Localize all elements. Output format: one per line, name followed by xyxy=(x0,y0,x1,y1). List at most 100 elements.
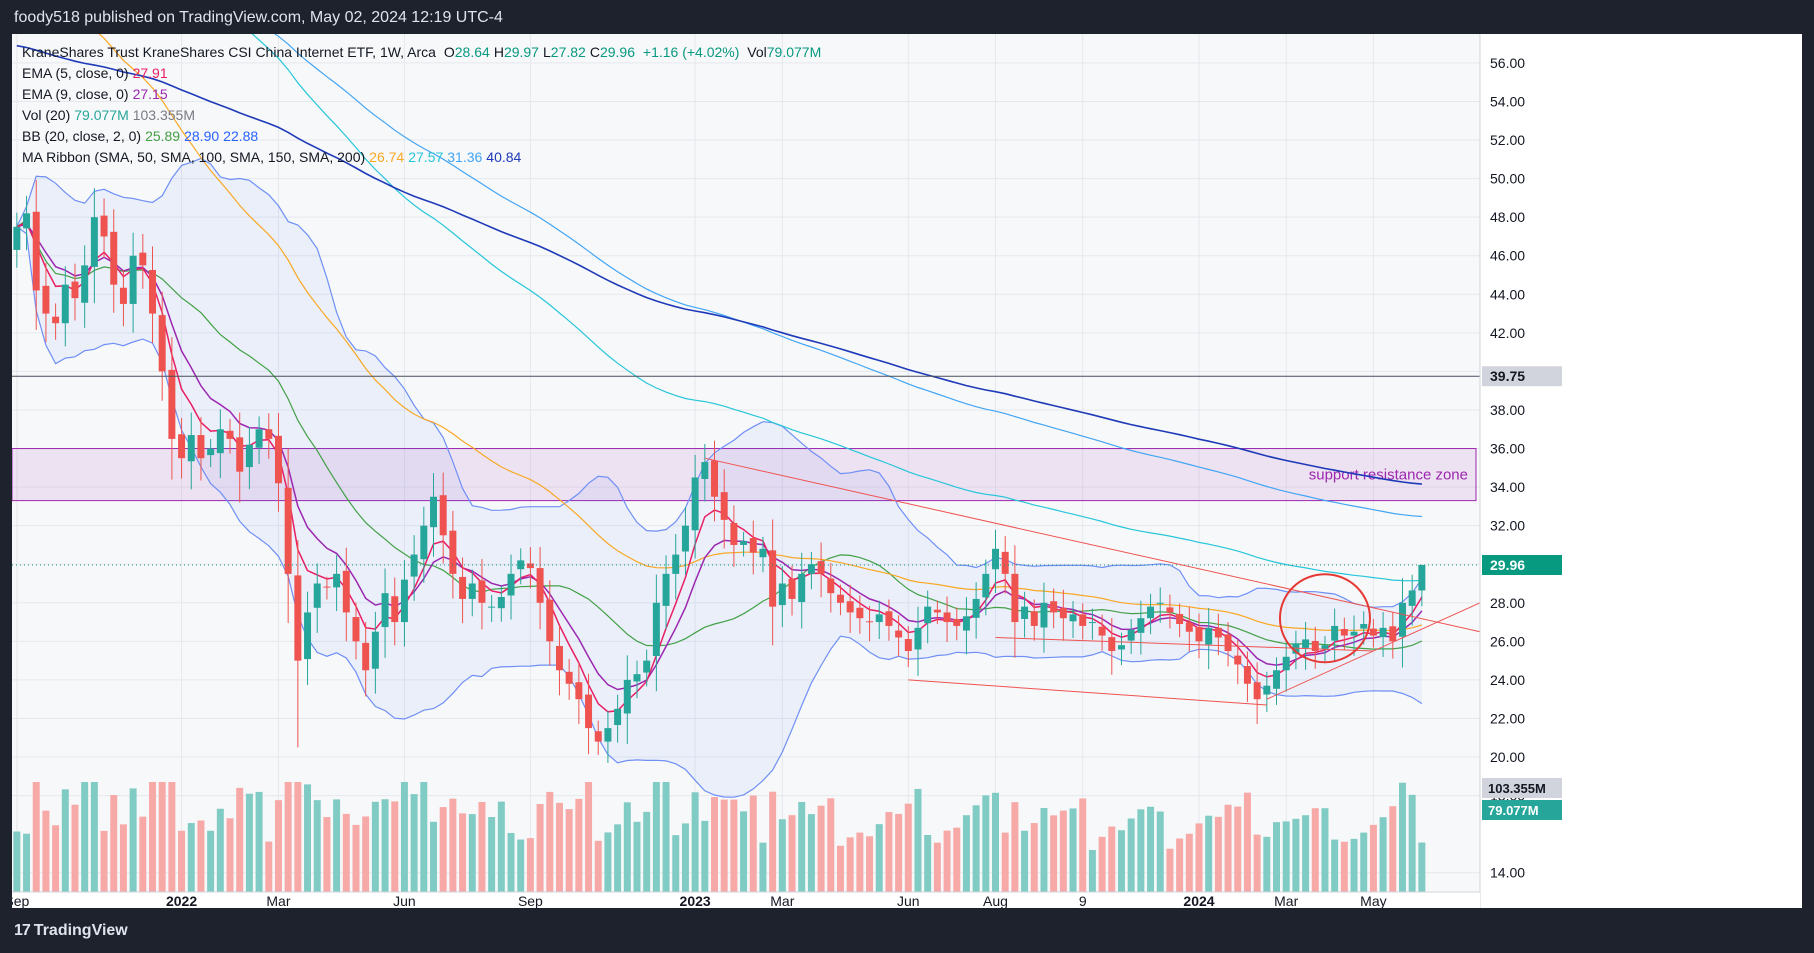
volume-bar xyxy=(720,799,728,892)
candle-body xyxy=(178,434,186,459)
legend-indicator-row[interactable]: MA Ribbon (SMA, 50, SMA, 100, SMA, 150, … xyxy=(22,147,821,168)
volume-bar xyxy=(672,835,680,892)
time-tick-label: Aug xyxy=(983,893,1008,908)
volume-bar xyxy=(1360,832,1368,892)
candle-body xyxy=(1224,634,1232,651)
volume-bar xyxy=(1059,810,1067,892)
candle-body xyxy=(52,316,60,324)
candle-body xyxy=(468,583,476,599)
volume-bar xyxy=(32,782,40,892)
volume-bar xyxy=(497,801,505,892)
candle-body xyxy=(119,287,127,304)
candle-body xyxy=(1127,629,1135,641)
candle-body xyxy=(614,708,622,726)
volume-ma-label-bg xyxy=(1482,778,1562,798)
grid xyxy=(12,34,1480,892)
legend-ohlc-value: 27.82 xyxy=(550,44,586,60)
candle-body xyxy=(652,602,660,657)
volume-bar xyxy=(614,824,622,892)
volume-bar xyxy=(342,813,350,892)
candle-body xyxy=(565,671,573,684)
legend-indicator-row[interactable]: EMA (9, close, 0) 27.15 xyxy=(22,84,821,105)
bollinger-band-fill xyxy=(16,158,1422,798)
candle-body xyxy=(1321,645,1329,650)
price-tick-label: 54.00 xyxy=(1490,93,1525,109)
tradingview-logo[interactable]: 17 TradingView xyxy=(14,922,128,940)
legend-indicator-row[interactable]: Vol (20) 79.077M 103.355M xyxy=(22,105,821,126)
publisher-header: foody518 published on TradingView.com, M… xyxy=(0,0,1814,34)
candle-body xyxy=(1263,685,1271,695)
candle-body xyxy=(507,573,515,596)
volume-bar xyxy=(924,834,932,892)
volume-bar xyxy=(410,794,418,892)
candle-body xyxy=(1069,614,1077,622)
candle-body xyxy=(1253,682,1261,700)
candle-body xyxy=(769,550,777,607)
volume-label-bg xyxy=(1482,800,1562,820)
volume-bar xyxy=(895,813,903,892)
volume-bar xyxy=(23,833,31,892)
candle-body xyxy=(1331,625,1339,641)
candle-body xyxy=(410,554,418,577)
candle-body xyxy=(1205,627,1213,645)
candle-body xyxy=(672,554,680,574)
candle-body xyxy=(914,627,922,650)
volume-bar xyxy=(42,810,50,892)
legend-indicator-row[interactable]: EMA (5, close, 0) 27.91 xyxy=(22,63,821,84)
legend-ohlc-key: H xyxy=(493,44,504,60)
candle-body xyxy=(1050,601,1058,613)
legend-title: KraneShares Trust KraneShares CSI China … xyxy=(22,44,436,60)
volume-bar xyxy=(61,789,69,892)
ma-50-line xyxy=(98,34,1423,632)
volume-bar xyxy=(652,782,660,892)
candle-body xyxy=(807,564,815,574)
candle-body xyxy=(594,731,602,742)
candle-body xyxy=(1243,666,1251,684)
volume-bar xyxy=(323,817,331,892)
candle-body xyxy=(749,538,757,553)
legend-indicator-value: 27.91 xyxy=(132,65,168,81)
chart-frame[interactable]: support resistance zone 14.0018.0020.002… xyxy=(12,34,1802,908)
candle-body xyxy=(323,586,331,588)
price-tick-label: 20.00 xyxy=(1490,749,1525,765)
volume-bar xyxy=(1243,792,1251,892)
price-tick-label: 42.00 xyxy=(1490,325,1525,341)
volume-bar xyxy=(371,801,379,892)
candle-body xyxy=(885,611,893,626)
candle-body xyxy=(439,495,447,536)
volume-bar xyxy=(71,804,79,892)
zone-rect xyxy=(12,448,1477,502)
volume-bar xyxy=(129,788,137,892)
volume-bar xyxy=(284,782,292,892)
volume-bar xyxy=(1350,838,1358,892)
volume-ma-label: 103.355M xyxy=(1488,781,1546,796)
legend-indicator-value: 103.355M xyxy=(132,107,196,123)
volume-bar xyxy=(1117,830,1125,892)
volume-bar xyxy=(1001,832,1009,892)
candle-body xyxy=(294,575,302,661)
candle-body xyxy=(265,429,273,439)
volume-bar xyxy=(304,784,312,892)
candle-body xyxy=(720,492,728,520)
candle-body xyxy=(1369,628,1377,636)
legend-change: +1.16 (+4.02%) xyxy=(642,44,740,60)
price-tick-label: 44.00 xyxy=(1490,286,1525,302)
plot-background xyxy=(12,34,1480,892)
volume-bar xyxy=(555,802,563,892)
candle-body xyxy=(13,226,21,250)
volume-bar xyxy=(420,782,428,892)
candle-body xyxy=(1195,627,1203,642)
candle-body xyxy=(1350,631,1358,636)
candle-body xyxy=(575,682,583,700)
volume-bar xyxy=(565,809,573,892)
candle-body xyxy=(1098,626,1106,636)
candle-body xyxy=(313,583,321,608)
candle-body xyxy=(1156,602,1164,604)
volume-bar xyxy=(245,793,253,892)
candle-body xyxy=(352,617,360,642)
legend-indicator-row[interactable]: BB (20, close, 2, 0) 25.89 28.90 22.88 xyxy=(22,126,821,147)
legend-indicator-value: 79.077M xyxy=(74,107,129,123)
zone-label: support resistance zone xyxy=(1309,467,1468,484)
price-chart[interactable]: support resistance zone 14.0018.0020.002… xyxy=(12,34,1802,908)
candle-body xyxy=(555,645,563,671)
